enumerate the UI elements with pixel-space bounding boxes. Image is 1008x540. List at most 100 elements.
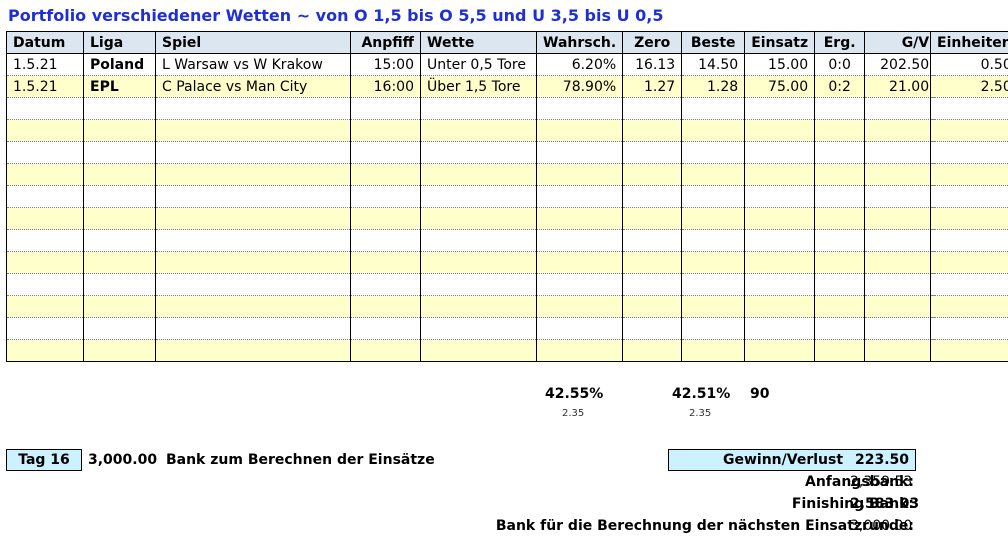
cell-liga[interactable] [83,97,156,120]
cell-einheiten[interactable] [930,251,1008,274]
cell-wahrsch[interactable] [535,163,624,186]
cell-datum[interactable] [6,251,84,274]
col-header-liga[interactable]: Liga [83,31,156,54]
cell-spiel[interactable]: L Warsaw vs W Krakow [155,53,351,76]
cell-wette[interactable] [420,229,537,252]
next-bank-value[interactable]: 3,000.00 [850,518,913,534]
cell-liga[interactable] [83,229,156,252]
cell-wette[interactable] [420,97,537,120]
beste-total[interactable]: 42.51% [672,386,731,402]
cell-einheiten[interactable] [930,339,1008,362]
cell-wette[interactable] [420,339,537,362]
cell-einsatz[interactable] [744,317,816,340]
cell-einheiten[interactable]: 0.50 [930,53,1008,76]
cell-gv[interactable] [864,163,937,186]
cell-zero[interactable] [622,295,683,318]
anfangsbank-value[interactable]: 2,359.53 [850,474,913,490]
cell-spiel[interactable] [155,317,351,340]
col-header-wette[interactable]: Wette [420,31,537,54]
cell-einheiten[interactable] [930,97,1008,120]
cell-spiel[interactable] [155,185,351,208]
cell-gv[interactable]: 21.00 [864,75,937,98]
cell-beste[interactable] [681,229,746,252]
profit-loss-value[interactable]: 223.50 [854,452,909,468]
cell-einheiten[interactable] [930,273,1008,296]
cell-einsatz[interactable] [744,273,816,296]
cell-datum[interactable] [6,97,84,120]
cell-gv[interactable] [864,251,937,274]
cell-datum[interactable]: 1.5.21 [6,53,84,76]
cell-wahrsch[interactable]: 78.90% [535,75,624,98]
cell-wette[interactable] [420,251,537,274]
cell-einsatz[interactable] [744,339,816,362]
cell-datum[interactable] [6,339,84,362]
cell-wahrsch[interactable] [535,185,624,208]
cell-datum[interactable] [6,207,84,230]
cell-wette[interactable] [420,317,537,340]
cell-gv[interactable] [864,339,937,362]
col-header-zero[interactable]: Zero [622,31,683,54]
cell-einsatz[interactable] [744,119,816,142]
cell-liga[interactable] [83,273,156,296]
cell-datum[interactable] [6,119,84,142]
cell-spiel[interactable] [155,119,351,142]
cell-gv[interactable] [864,141,937,164]
einsatz-total[interactable]: 90 [750,386,770,402]
cell-wahrsch[interactable] [535,141,624,164]
cell-einheiten[interactable] [930,317,1008,340]
cell-wahrsch[interactable] [535,273,624,296]
cell-wahrsch[interactable] [535,207,624,230]
cell-erg[interactable]: 0:2 [814,75,866,98]
cell-spiel[interactable] [155,229,351,252]
cell-liga[interactable] [83,207,156,230]
cell-anpfiff[interactable]: 16:00 [350,75,421,98]
cell-gv[interactable]: 202.50 [864,53,937,76]
cell-einsatz[interactable]: 15.00 [744,53,816,76]
cell-erg[interactable] [814,273,866,296]
cell-gv[interactable] [864,119,937,142]
cell-wette[interactable] [420,141,537,164]
cell-datum[interactable] [6,163,84,186]
cell-erg[interactable] [814,295,866,318]
wahrsch-subtotal[interactable]: 2.35 [562,408,585,419]
cell-erg[interactable] [814,207,866,230]
cell-einsatz[interactable] [744,251,816,274]
cell-anpfiff[interactable] [350,273,421,296]
cell-liga[interactable] [83,251,156,274]
cell-zero[interactable]: 16.13 [622,53,683,76]
col-header-anpfiff[interactable]: Anpfiff [350,31,421,54]
cell-beste[interactable] [681,317,746,340]
cell-anpfiff[interactable]: 15:00 [350,53,421,76]
cell-beste[interactable] [681,141,746,164]
cell-spiel[interactable] [155,163,351,186]
cell-liga[interactable]: EPL [83,75,156,98]
cell-wahrsch[interactable] [535,317,624,340]
cell-einheiten[interactable] [930,119,1008,142]
day-counter[interactable]: Tag 16 [6,449,82,471]
cell-erg[interactable] [814,163,866,186]
cell-wette[interactable] [420,273,537,296]
cell-liga[interactable] [83,339,156,362]
cell-gv[interactable] [864,317,937,340]
cell-einsatz[interactable]: 75.00 [744,75,816,98]
cell-zero[interactable] [622,141,683,164]
cell-liga[interactable] [83,163,156,186]
cell-spiel[interactable] [155,97,351,120]
cell-wette[interactable]: Über 1,5 Tore [420,75,537,98]
cell-wahrsch[interactable]: 6.20% [535,53,624,76]
cell-einheiten[interactable] [930,163,1008,186]
cell-zero[interactable] [622,251,683,274]
cell-erg[interactable] [814,339,866,362]
cell-erg[interactable] [814,229,866,252]
cell-liga[interactable] [83,295,156,318]
cell-beste[interactable] [681,163,746,186]
col-header-erg[interactable]: Erg. [814,31,866,54]
cell-beste[interactable] [681,119,746,142]
cell-anpfiff[interactable] [350,229,421,252]
cell-spiel[interactable] [155,207,351,230]
cell-wahrsch[interactable] [535,295,624,318]
cell-zero[interactable] [622,339,683,362]
col-header-beste[interactable]: Beste [681,31,746,54]
cell-zero[interactable] [622,119,683,142]
cell-beste[interactable]: 14.50 [681,53,746,76]
